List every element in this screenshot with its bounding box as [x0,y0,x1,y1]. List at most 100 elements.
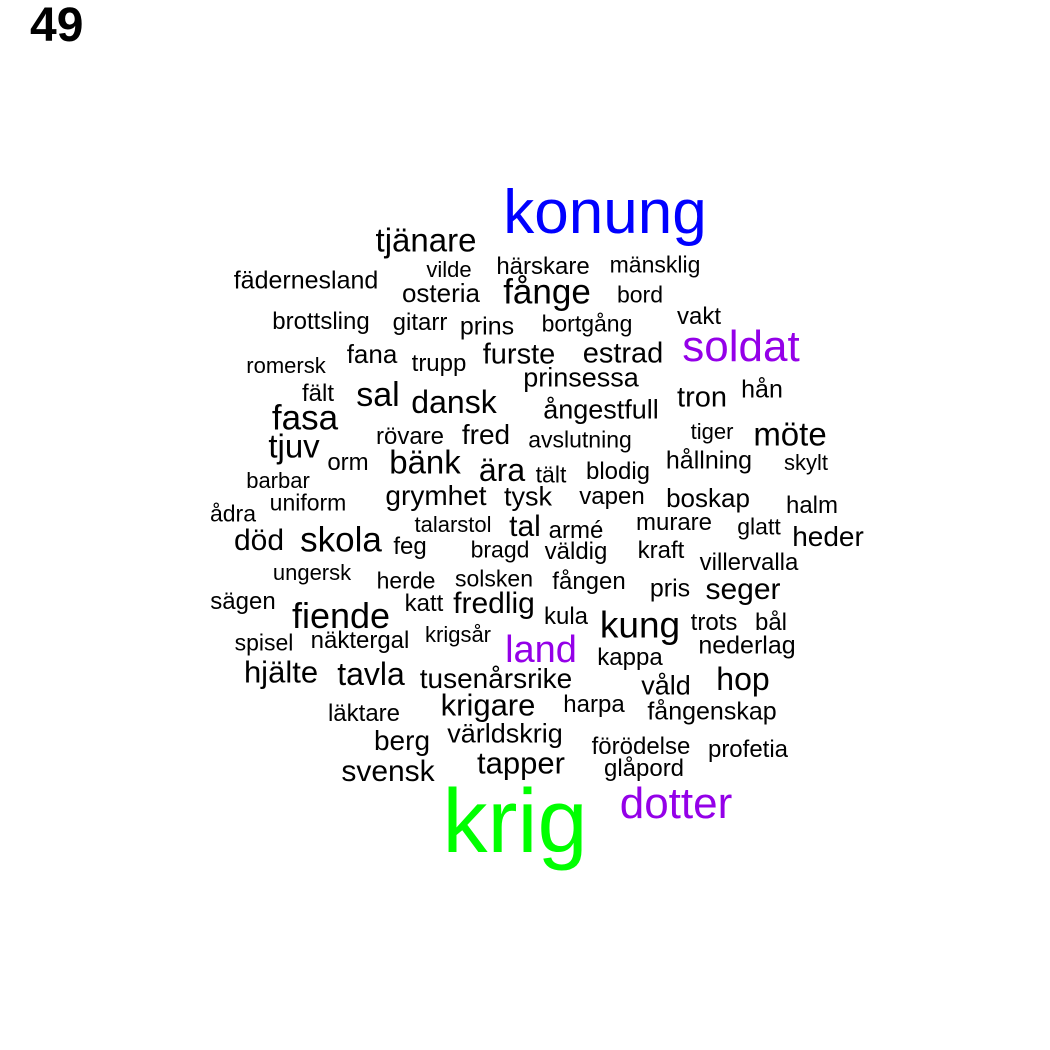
word-barbar: barbar [246,468,310,493]
word-kung: kung [599,604,681,646]
word-fadernesland: fädernesland [233,266,379,295]
word-berg: berg [373,725,431,756]
word-pris: pris [649,574,691,603]
word-kappa: kappa [597,644,663,671]
word-falt: fält [301,380,335,407]
word-profetia: profetia [707,736,789,763]
word-talarstol: talarstol [414,512,492,537]
word-murare: murare [635,509,713,536]
word-glapord: glåpord [603,755,685,782]
word-sal: sal [356,376,400,414]
word-avslutning: avslutning [528,426,632,453]
word-angestfull: ångestfull [543,394,659,425]
word-laktare: läktare [327,700,401,727]
word-halm: halm [785,492,839,519]
word-spisel: spisel [234,629,294,656]
word-ara: ära [478,452,526,488]
word-brottsling: brottsling [272,308,370,335]
word-varldskrig: världskrig [447,718,563,749]
word-tjanare: tjänare [375,221,477,259]
word-glatt: glatt [737,513,781,540]
word-rovare: rövare [375,423,445,450]
word-krigare: krigare [440,687,536,723]
word-tron: tron [677,381,727,414]
word-tjuv: tjuv [268,427,320,465]
word-tavla: tavla [337,656,405,692]
word-katt: katt [404,590,444,617]
word-vapen: vapen [579,483,645,510]
word-forodelse: förödelse [591,733,691,760]
word-han: hån [741,375,783,404]
word-tapper: tapper [477,745,565,781]
word-tiger: tiger [690,419,734,444]
word-land: land [505,629,577,671]
word-uniform: uniform [269,489,347,516]
word-nederlag: nederlag [698,631,796,660]
word-gitarr: gitarr [392,309,448,336]
word-trupp: trupp [411,350,467,377]
word-seger: seger [705,573,781,606]
word-vilde: vilde [426,257,472,282]
word-dod: död [233,524,285,557]
word-vald: våld [641,670,691,701]
word-feg: feg [393,533,427,560]
word-grymhet: grymhet [385,480,487,511]
word-konung: konung [503,178,707,247]
word-tusenarsrike: tusenårsrike [419,663,573,694]
word-hop: hop [716,661,770,697]
word-harskare: härskare [496,253,590,280]
word-svensk: svensk [341,755,435,788]
page-number: 49 [30,0,84,52]
word-prins: prins [459,312,515,341]
word-fange: fånge [503,272,591,312]
word-krigsar: krigsår [424,622,492,647]
word-fredlig: fredlig [453,587,535,620]
word-bragd: bragd [470,536,530,563]
word-kula: kula [543,603,589,630]
word-arme: armé [548,517,604,544]
word-fangenskap: fångenskap [647,697,777,726]
word-tysk: tysk [503,481,553,512]
word-estrad: estrad [582,337,664,370]
word-mote: möte [753,415,827,453]
word-bord: bord [616,281,664,308]
word-fasa: fasa [271,398,339,438]
word-vakt: vakt [676,303,722,330]
word-hjalte: hjälte [243,654,319,690]
word-kraft: kraft [637,537,685,564]
word-bal: bål [754,609,788,636]
word-ungersk: ungersk [272,560,352,585]
word-adra: ådra [209,500,257,527]
word-dotter: dotter [619,779,733,828]
word-fred: fred [461,419,511,450]
word-bortgang: bortgång [541,310,633,337]
word-sagen: sägen [210,588,276,615]
word-solsken: solsken [455,565,533,592]
word-heder: heder [792,521,864,552]
word-tal: tal [509,510,541,543]
word-trots: trots [690,609,738,636]
word-fiende: fiende [291,595,391,636]
word-valdig: väldig [544,538,608,565]
word-furste: furste [482,338,556,371]
word-osteria: osteria [401,278,481,308]
word-orm: orm [327,449,369,476]
word-skola: skola [300,520,382,560]
word-fana: fana [346,339,398,369]
word-skylt: skylt [784,450,828,475]
word-bank: bänk [389,443,461,481]
word-krig: krig [442,772,588,872]
word-prinsessa: prinsessa [523,362,639,393]
word-blodig: blodig [585,458,651,485]
word-harpa: harpa [563,691,625,718]
word-fangen: fången [552,568,626,595]
word-villervalla: villervalla [699,549,799,576]
word-dansk: dansk [411,384,497,420]
word-boskap: boskap [666,483,750,513]
word-hallning: hållning [665,446,753,475]
word-talt: tält [535,461,567,488]
word-romersk: romersk [246,353,326,378]
word-soldat: soldat [682,322,800,371]
word-herde: herde [376,567,436,594]
